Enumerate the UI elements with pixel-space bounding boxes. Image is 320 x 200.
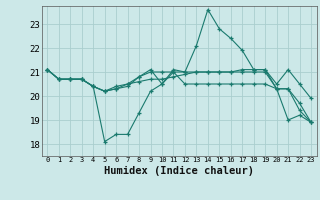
X-axis label: Humidex (Indice chaleur): Humidex (Indice chaleur) (104, 166, 254, 176)
